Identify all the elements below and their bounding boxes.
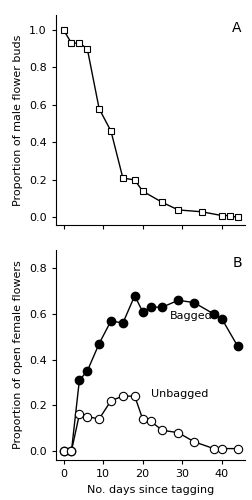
Text: Unbagged: Unbagged (150, 389, 207, 399)
Y-axis label: Proportion of male flower buds: Proportion of male flower buds (13, 34, 23, 205)
Text: B: B (231, 256, 241, 270)
Y-axis label: Proportion of open female flowers: Proportion of open female flowers (13, 260, 23, 450)
Text: A: A (231, 22, 241, 36)
X-axis label: No. days since tagging: No. days since tagging (87, 484, 213, 494)
Text: Bagged: Bagged (169, 312, 211, 322)
